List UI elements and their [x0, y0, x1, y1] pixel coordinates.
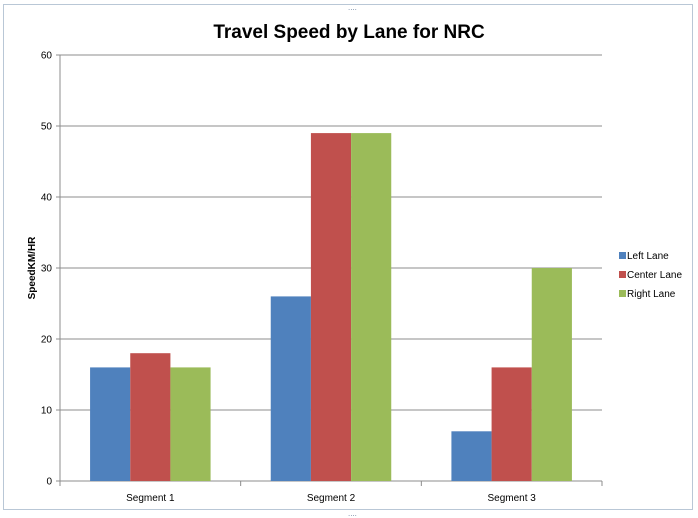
- y-tick-label: 20: [41, 335, 53, 346]
- bar-right-lane-2[interactable]: [351, 133, 392, 481]
- y-tick-label: 40: [41, 193, 53, 204]
- y-tick-label: 10: [41, 406, 53, 417]
- legend-label: Left Lane: [627, 251, 669, 262]
- legend: Left Lane Center Lane Right Lane: [619, 251, 682, 300]
- bar-center-lane-1[interactable]: [130, 353, 171, 481]
- bar-left-lane-3[interactable]: [451, 431, 492, 481]
- y-tick-label: 50: [41, 122, 53, 133]
- y-axis-label: SpeedKM/HR: [27, 236, 38, 300]
- x-tick-label: Segment 1: [126, 493, 175, 504]
- y-tick-labels: 0 10 20 30 40 50 60: [41, 51, 53, 488]
- bar-left-lane-2[interactable]: [270, 296, 311, 481]
- y-tick-label: 60: [41, 51, 53, 62]
- legend-swatch: [619, 252, 626, 259]
- bar-center-lane-2[interactable]: [310, 133, 352, 481]
- y-tick-label: 30: [41, 264, 53, 275]
- x-tick-label: Segment 3: [487, 493, 536, 504]
- bar-left-lane-1[interactable]: [90, 367, 131, 481]
- legend-swatch: [619, 290, 626, 297]
- y-tick-label: 0: [46, 477, 52, 488]
- bar-right-lane-1[interactable]: [170, 367, 211, 481]
- x-tick-label: Segment 2: [307, 493, 356, 504]
- legend-swatch: [619, 271, 626, 278]
- chart-title: Travel Speed by Lane for NRC: [213, 22, 485, 43]
- bars: [90, 133, 572, 481]
- x-tick-labels: Segment 1 Segment 2 Segment 3: [126, 493, 536, 504]
- resize-handle-top[interactable]: ....: [348, 3, 357, 12]
- resize-handle-bottom[interactable]: ....: [348, 509, 357, 518]
- bar-center-lane-3[interactable]: [491, 367, 532, 481]
- legend-label: Right Lane: [627, 289, 676, 300]
- bar-right-lane-3[interactable]: [531, 268, 572, 481]
- legend-label: Center Lane: [627, 270, 682, 281]
